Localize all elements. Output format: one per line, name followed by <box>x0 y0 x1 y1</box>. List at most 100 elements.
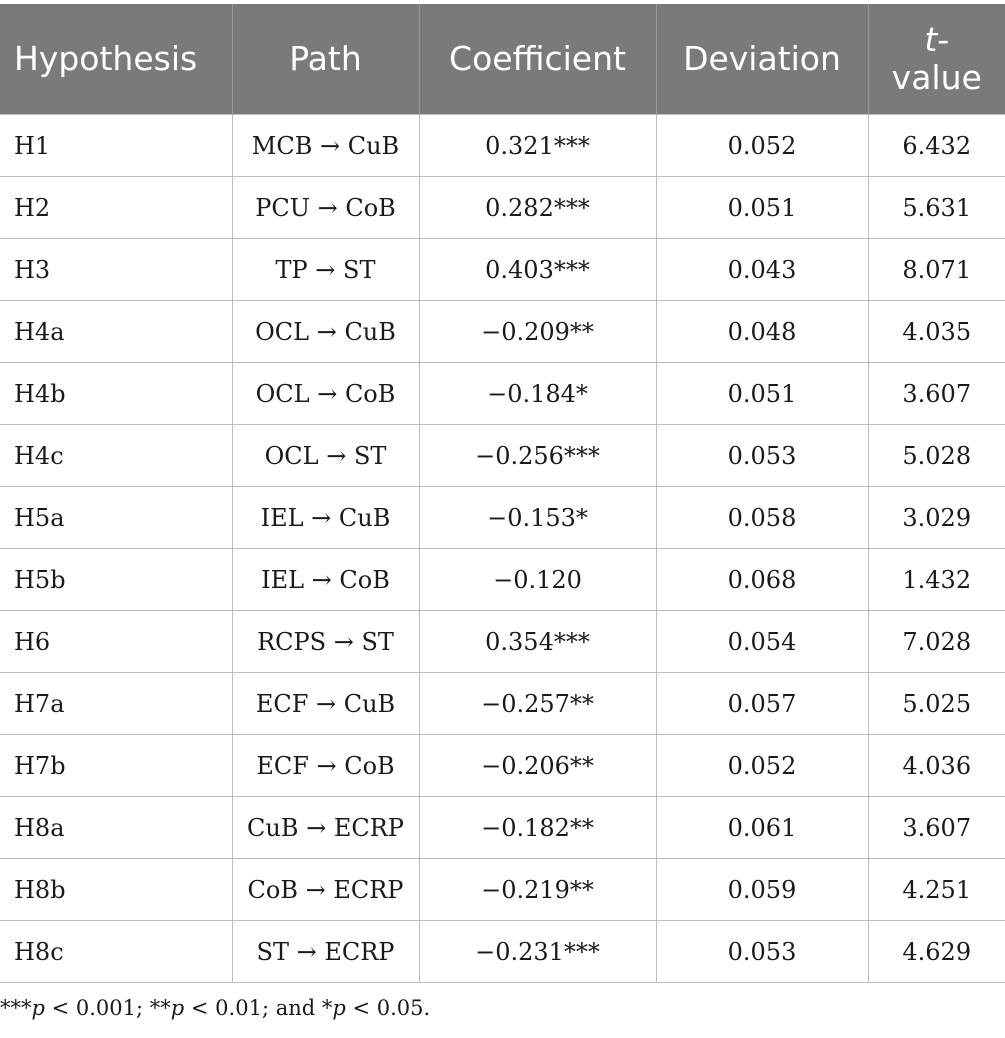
header-path: Path <box>231 4 419 115</box>
cell-deviation: 0.052 <box>655 114 869 177</box>
table-row: H5a IEL → CuB −0.153* 0.058 3.029 <box>0 486 1005 549</box>
header-t-dash: - <box>937 20 950 59</box>
table-row: H1 MCB → CuB 0.321*** 0.052 6.432 <box>0 114 1005 177</box>
cell-hypothesis: H8b <box>0 858 233 921</box>
cell-deviation: 0.057 <box>655 672 869 735</box>
cell-path: OCL → CoB <box>231 362 420 425</box>
table-row: H6 RCPS → ST 0.354*** 0.054 7.028 <box>0 610 1005 673</box>
cell-deviation: 0.048 <box>655 300 869 363</box>
footnote-value-1: < 0.001; ** <box>44 996 171 1020</box>
table-row: H8c ST → ECRP −0.231*** 0.053 4.629 <box>0 920 1005 983</box>
table-row: H8a CuB → ECRP −0.182** 0.061 3.607 <box>0 796 1005 859</box>
table-row: H7a ECF → CuB −0.257** 0.057 5.025 <box>0 672 1005 735</box>
cell-deviation: 0.059 <box>655 858 869 921</box>
cell-hypothesis: H2 <box>0 176 233 239</box>
footnote-value-2: < 0.01; and * <box>184 996 333 1020</box>
cell-path: PCU → CoB <box>231 176 420 239</box>
cell-t-value: 5.631 <box>867 176 1005 239</box>
table-row: H2 PCU → CoB 0.282*** 0.051 5.631 <box>0 176 1005 239</box>
cell-coefficient: −0.209** <box>418 300 657 363</box>
cell-hypothesis: H6 <box>0 610 233 673</box>
cell-coefficient: 0.354*** <box>418 610 657 673</box>
cell-deviation: 0.054 <box>655 610 869 673</box>
cell-deviation: 0.068 <box>655 548 869 611</box>
table-header: Hypothesis Path Coefficient Deviation t-… <box>0 4 1005 115</box>
cell-coefficient: 0.321*** <box>418 114 657 177</box>
cell-deviation: 0.052 <box>655 734 869 797</box>
header-t-value: t-value <box>867 4 1005 115</box>
header-t-value-word: value <box>891 58 982 97</box>
cell-t-value: 7.028 <box>867 610 1005 673</box>
header-row: Hypothesis Path Coefficient Deviation t-… <box>0 4 1005 115</box>
cell-path: OCL → ST <box>231 424 420 487</box>
cell-coefficient: −0.153* <box>418 486 657 549</box>
cell-path: MCB → CuB <box>231 114 420 177</box>
header-deviation: Deviation <box>655 4 868 115</box>
footnote-value-3: < 0.05. <box>345 996 431 1020</box>
cell-path: IEL → CoB <box>231 548 420 611</box>
cell-t-value: 3.029 <box>867 486 1005 549</box>
cell-t-value: 5.028 <box>867 424 1005 487</box>
cell-deviation: 0.051 <box>655 362 869 425</box>
cell-path: ST → ECRP <box>231 920 420 983</box>
cell-t-value: 4.251 <box>867 858 1005 921</box>
cell-coefficient: 0.403*** <box>418 238 657 301</box>
header-t-letter: t <box>924 20 938 59</box>
footnote-p-3: p <box>332 996 346 1020</box>
cell-hypothesis: H5b <box>0 548 233 611</box>
cell-t-value: 3.607 <box>867 796 1005 859</box>
cell-hypothesis: H8c <box>0 920 233 983</box>
cell-path: ECF → CoB <box>231 734 420 797</box>
cell-coefficient: −0.219** <box>418 858 657 921</box>
cell-t-value: 4.629 <box>867 920 1005 983</box>
header-coefficient: Coefficient <box>418 4 656 115</box>
cell-coefficient: −0.120 <box>418 548 657 611</box>
table-footnote: ***p < 0.001; **p < 0.01; and *p < 0.05. <box>0 996 430 1020</box>
cell-hypothesis: H1 <box>0 114 233 177</box>
table-row: H4b OCL → CoB −0.184* 0.051 3.607 <box>0 362 1005 425</box>
cell-deviation: 0.061 <box>655 796 869 859</box>
header-hypothesis: Hypothesis <box>0 4 232 115</box>
results-table: Hypothesis Path Coefficient Deviation t-… <box>0 4 1005 983</box>
cell-path: IEL → CuB <box>231 486 420 549</box>
cell-hypothesis: H4b <box>0 362 233 425</box>
table-row: H5b IEL → CoB −0.120 0.068 1.432 <box>0 548 1005 611</box>
cell-hypothesis: H7b <box>0 734 233 797</box>
footnote-p-2: p <box>170 996 185 1020</box>
cell-path: CoB → ECRP <box>231 858 420 921</box>
cell-coefficient: −0.231*** <box>418 920 657 983</box>
cell-deviation: 0.053 <box>655 424 869 487</box>
cell-coefficient: −0.206** <box>418 734 657 797</box>
table-row: H8b CoB → ECRP −0.219** 0.059 4.251 <box>0 858 1005 921</box>
cell-coefficient: −0.184* <box>418 362 657 425</box>
cell-path: OCL → CuB <box>231 300 420 363</box>
cell-deviation: 0.053 <box>655 920 869 983</box>
cell-path: RCPS → ST <box>231 610 420 673</box>
cell-t-value: 4.035 <box>867 300 1005 363</box>
cell-path: TP → ST <box>231 238 420 301</box>
cell-path: ECF → CuB <box>231 672 420 735</box>
footnote-p-1: p <box>31 996 45 1020</box>
cell-hypothesis: H7a <box>0 672 233 735</box>
table-body: H1 MCB → CuB 0.321*** 0.052 6.432 H2 PCU → CoB… <box>0 114 1005 983</box>
cell-coefficient: −0.256*** <box>418 424 657 487</box>
table-row: H4a OCL → CuB −0.209** 0.048 4.035 <box>0 300 1005 363</box>
cell-path: CuB → ECRP <box>231 796 420 859</box>
cell-t-value: 1.432 <box>867 548 1005 611</box>
cell-hypothesis: H4c <box>0 424 233 487</box>
cell-deviation: 0.051 <box>655 176 869 239</box>
cell-t-value: 6.432 <box>867 114 1005 177</box>
cell-hypothesis: H8a <box>0 796 233 859</box>
cell-deviation: 0.058 <box>655 486 869 549</box>
cell-t-value: 5.025 <box>867 672 1005 735</box>
cell-hypothesis: H5a <box>0 486 233 549</box>
cell-coefficient: 0.282*** <box>418 176 657 239</box>
table-row: H7b ECF → CoB −0.206** 0.052 4.036 <box>0 734 1005 797</box>
footnote-stars-1: *** <box>0 996 32 1020</box>
cell-t-value: 8.071 <box>867 238 1005 301</box>
table-row: H3 TP → ST 0.403*** 0.043 8.071 <box>0 238 1005 301</box>
table-row: H4c OCL → ST −0.256*** 0.053 5.028 <box>0 424 1005 487</box>
cell-deviation: 0.043 <box>655 238 869 301</box>
cell-hypothesis: H3 <box>0 238 233 301</box>
cell-t-value: 4.036 <box>867 734 1005 797</box>
